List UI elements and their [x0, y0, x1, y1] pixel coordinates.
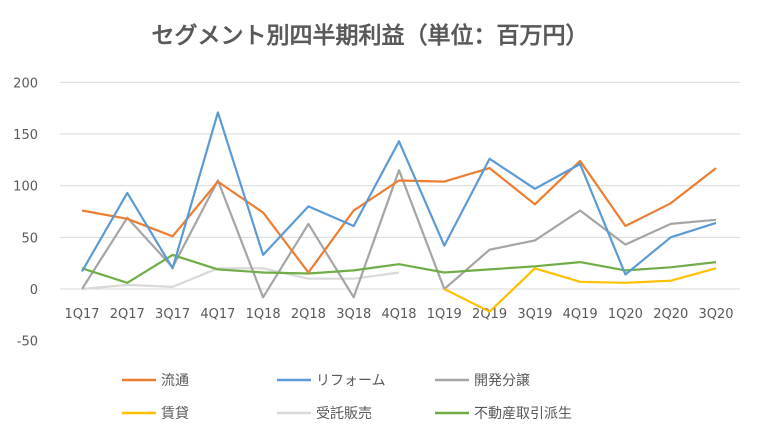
x-tick-label: 1Q19 [427, 307, 462, 322]
legend-label: 不動産取引派生 [474, 406, 572, 422]
legend-label: 賃貸 [161, 406, 189, 422]
series-lines [81, 111, 717, 313]
y-tick-label: 100 [13, 180, 38, 195]
x-tick-label: 1Q20 [608, 307, 643, 322]
legend-label: リフォーム [316, 373, 386, 389]
x-tick-label: 2Q17 [110, 307, 145, 322]
x-tick-label: 1Q17 [64, 307, 99, 322]
x-axis: 1Q17 2Q17 3Q17 4Q17 1Q18 2Q18 3Q18 4Q18 1Q19 2Q19… [64, 307, 733, 322]
series-line-1 [81, 111, 717, 276]
legend-item: 不動産取引派生 [435, 406, 572, 422]
y-tick-label: 150 [13, 128, 38, 143]
y-tick-label: 200 [13, 76, 38, 91]
legend-label: 流通 [161, 373, 189, 389]
x-tick-label: 4Q19 [563, 307, 598, 322]
x-tick-label: 3Q17 [155, 307, 190, 322]
legend-item: 流通 [122, 373, 189, 389]
legend-label: 開発分譲 [474, 373, 530, 389]
x-tick-label: 3Q19 [517, 307, 552, 322]
x-tick-label: 2Q20 [653, 307, 688, 322]
y-tick-label: -50 [17, 335, 38, 350]
legend-item: 開発分譲 [435, 373, 530, 389]
series-line-2 [81, 169, 717, 299]
series-line-3 [443, 267, 717, 313]
x-tick-label: 4Q18 [381, 307, 416, 322]
x-tick-label: 2Q18 [291, 307, 326, 322]
y-axis: -50 0 50 100 150 200 [13, 76, 38, 349]
legend-item: 賃貸 [122, 406, 189, 422]
legend-label: 受託販売 [316, 406, 372, 422]
legend-item: リフォーム [277, 373, 386, 389]
x-tick-label: 1Q18 [246, 307, 281, 322]
legend-item: 受託販売 [277, 406, 372, 422]
gridlines [60, 81, 740, 290]
x-tick-label: 3Q20 [698, 307, 733, 322]
y-tick-label: 0 [30, 283, 38, 298]
series-line-4 [81, 267, 400, 291]
chart-title: セグメント別四半期利益（単位：百万円） [152, 22, 589, 49]
x-tick-label: 2Q19 [472, 307, 507, 322]
series-line-5 [81, 253, 717, 284]
y-tick-label: 50 [21, 231, 38, 246]
x-tick-label: 4Q17 [200, 307, 235, 322]
x-tick-label: 3Q18 [336, 307, 371, 322]
